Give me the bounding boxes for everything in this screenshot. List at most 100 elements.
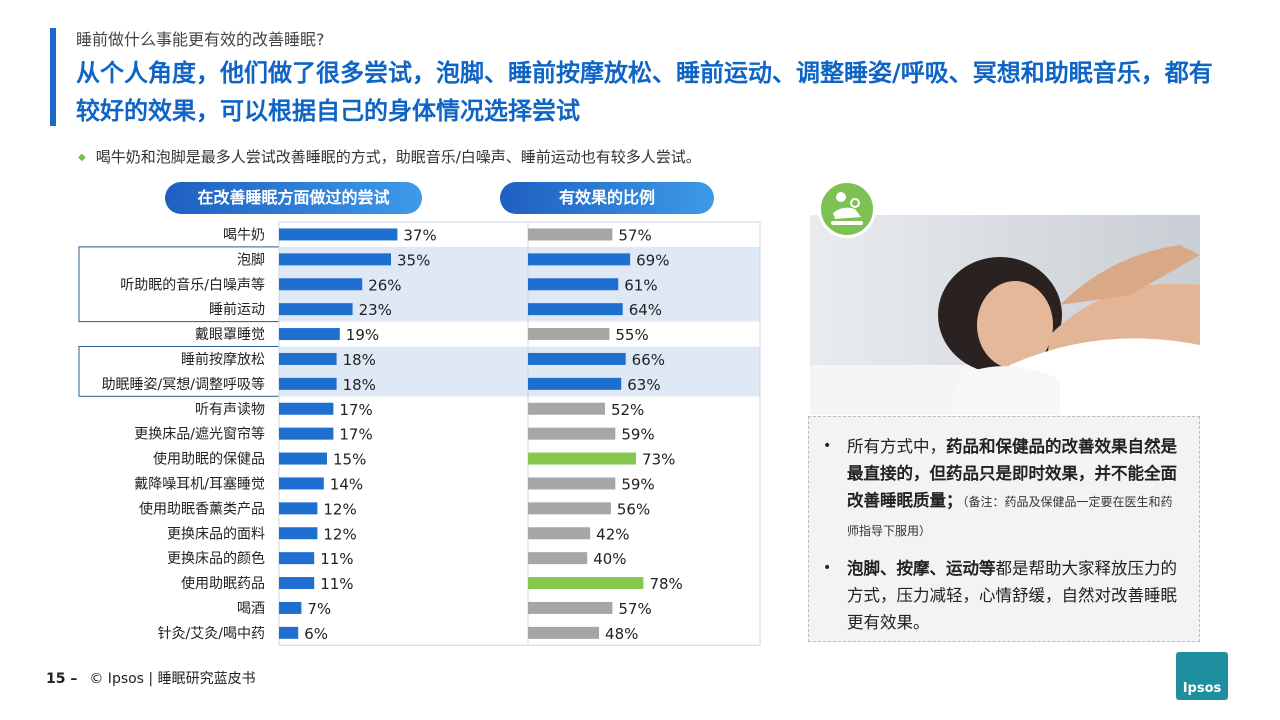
category-label: 睡前运动 [209, 301, 265, 318]
value-label-tried: 18% [343, 376, 376, 394]
bar-effective [528, 502, 611, 514]
bar-effective [528, 552, 587, 564]
value-label-tried: 15% [333, 451, 366, 469]
bar-effective [528, 477, 615, 489]
bar-tried [279, 328, 340, 340]
category-label: 睡前按摩放松 [181, 351, 265, 368]
bar-tried [279, 403, 333, 415]
category-label: 使用助眠药品 [181, 575, 265, 592]
category-label: 喝酒 [237, 601, 265, 617]
value-label-effective: 40% [593, 550, 626, 568]
bar-effective [528, 353, 626, 365]
page-number: 15 – [46, 671, 77, 687]
value-label-tried: 23% [359, 301, 392, 319]
value-label-tried: 35% [397, 251, 430, 269]
value-label-tried: 11% [320, 550, 353, 568]
bar-tried [279, 502, 317, 514]
value-label-effective: 57% [618, 600, 651, 618]
bar-chart: 喝牛奶 37% 57% 泡脚 35% 69% 听助眠的音乐/白噪声等 26% 61% 睡前运动 23… [0, 0, 800, 650]
value-label-effective: 59% [621, 475, 654, 493]
category-label: 听助眠的音乐/白噪声等 [120, 276, 265, 293]
note-2: • 泡脚、按摩、运动等都是帮助大家释放压力的方式，压力减轻，心情舒缓，自然对改善… [823, 555, 1179, 636]
bar-effective [528, 428, 615, 440]
category-label: 泡脚 [237, 252, 265, 268]
note-1: • 所有方式中，药品和保健品的改善效果自然是最直接的，但药品只是即时效果，并不能… [823, 433, 1179, 545]
value-label-tried: 11% [320, 575, 353, 593]
bullet-dot-icon: • [823, 555, 847, 636]
category-label: 更换床品的面料 [167, 525, 265, 542]
bar-effective [528, 378, 621, 390]
category-label: 使用助眠的保健品 [153, 451, 265, 468]
value-label-tried: 7% [307, 600, 331, 618]
bar-effective [528, 303, 623, 315]
bar-tried [279, 627, 298, 639]
bullet-dot-icon: • [823, 433, 847, 545]
value-label-effective: 55% [615, 326, 648, 344]
right-chart-header: 有效果的比例 [500, 182, 714, 214]
bar-effective [528, 228, 612, 240]
value-label-tried: 37% [403, 226, 436, 244]
bar-tried [279, 477, 324, 489]
logo-text: Ipsos [1176, 681, 1228, 696]
category-label: 更换床品的颜色 [167, 550, 265, 567]
value-label-tried: 19% [346, 326, 379, 344]
category-label: 使用助眠香薰类产品 [139, 500, 265, 517]
category-label: 戴降噪耳机/耳塞睡觉 [134, 475, 265, 492]
value-label-tried: 18% [343, 351, 376, 369]
bar-effective [528, 328, 609, 340]
footer: 15 – © Ipsos | 睡眠研究蓝皮书 [46, 668, 256, 688]
note-1-intro: 所有方式中， [847, 437, 946, 456]
bar-tried [279, 453, 327, 465]
bar-effective [528, 602, 612, 614]
value-label-effective: 59% [621, 426, 654, 444]
bar-tried [279, 278, 362, 290]
bar-effective [528, 253, 630, 265]
value-label-effective: 64% [629, 301, 662, 319]
bar-tried [279, 602, 301, 614]
bar-tried [279, 378, 337, 390]
bar-tried [279, 552, 314, 564]
value-label-effective: 52% [611, 401, 644, 419]
value-label-effective: 63% [627, 376, 660, 394]
value-label-effective: 69% [636, 251, 669, 269]
value-label-tried: 12% [323, 525, 356, 543]
footer-text: © Ipsos | 睡眠研究蓝皮书 [89, 671, 255, 687]
value-label-effective: 78% [649, 575, 682, 593]
category-label: 喝牛奶 [223, 227, 265, 243]
value-label-tried: 6% [304, 625, 328, 643]
bar-tried [279, 577, 314, 589]
bar-tried [279, 228, 397, 240]
category-label: 戴眼罩睡觉 [195, 327, 265, 343]
bar-effective [528, 627, 599, 639]
value-label-tried: 12% [323, 500, 356, 518]
left-chart-header: 在改善睡眠方面做过的尝试 [165, 182, 422, 214]
bar-tried [279, 353, 337, 365]
ipsos-logo: Ipsos [1176, 652, 1228, 700]
value-label-effective: 57% [618, 226, 651, 244]
bar-effective [528, 403, 605, 415]
category-label: 针灸/艾灸/喝中药 [158, 626, 265, 642]
value-label-effective: 66% [632, 351, 665, 369]
bar-effective [528, 527, 590, 539]
value-label-tried: 17% [339, 426, 372, 444]
bar-tried [279, 303, 353, 315]
bar-tried [279, 527, 317, 539]
massage-photo [810, 215, 1200, 415]
bar-effective [528, 577, 643, 589]
value-label-tried: 17% [339, 401, 372, 419]
value-label-effective: 56% [617, 500, 650, 518]
note-2-bold: 泡脚、按摩、运动等 [847, 559, 996, 578]
value-label-effective: 48% [605, 625, 638, 643]
value-label-effective: 73% [642, 451, 675, 469]
value-label-effective: 61% [624, 276, 657, 294]
value-label-tried: 26% [368, 276, 401, 294]
bar-tried [279, 428, 333, 440]
bar-effective [528, 278, 618, 290]
bar-tried [279, 253, 391, 265]
category-label: 听有声读物 [195, 401, 265, 418]
value-label-effective: 42% [596, 525, 629, 543]
bar-effective [528, 453, 636, 465]
massage-icon [818, 180, 876, 238]
category-label: 更换床品/遮光窗帘等 [134, 426, 265, 443]
value-label-tried: 14% [330, 475, 363, 493]
